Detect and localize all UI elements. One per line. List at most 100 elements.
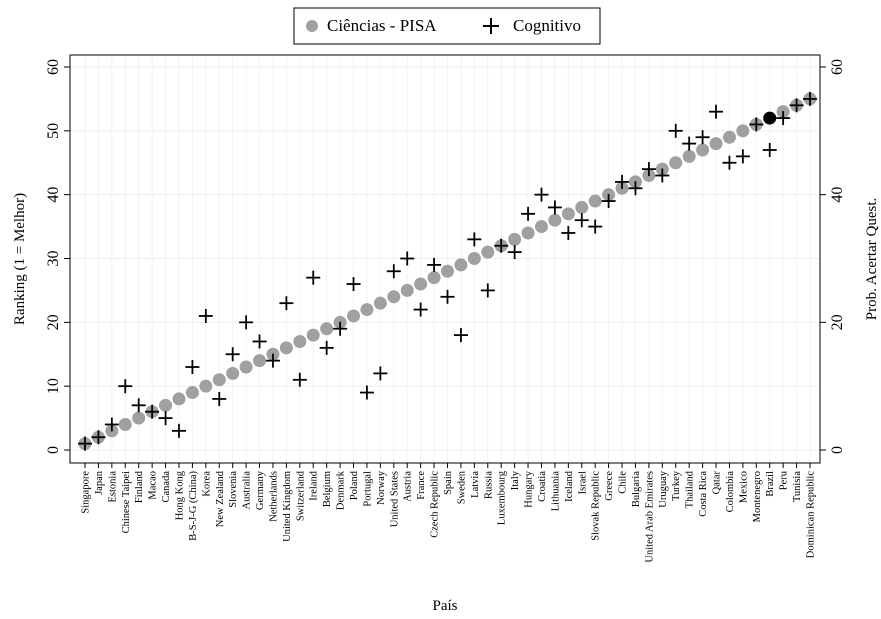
point-cognitivo bbox=[776, 111, 791, 126]
x-tick-label: Denmark bbox=[336, 470, 347, 510]
point-cognitivo bbox=[198, 308, 213, 323]
x-tick-label: Netherlands bbox=[268, 471, 279, 522]
point-ciencias bbox=[226, 366, 240, 380]
legend-marker-circle bbox=[306, 20, 318, 32]
point-ciencias bbox=[414, 277, 428, 291]
y-tick-label-left: 30 bbox=[45, 251, 62, 267]
point-ciencias bbox=[132, 411, 146, 425]
x-tick-label: Lithuania bbox=[550, 471, 561, 512]
x-tick-label: Poland bbox=[349, 470, 360, 500]
legend-box bbox=[293, 7, 601, 45]
x-tick-label: Portugal bbox=[362, 471, 373, 507]
point-cognitivo bbox=[480, 283, 495, 298]
legend-label-series-1: Ciências - PISA bbox=[327, 16, 437, 35]
point-ciencias bbox=[320, 322, 334, 336]
point-ciencias bbox=[441, 264, 454, 278]
point-ciencias bbox=[212, 373, 226, 387]
point-cognitivo bbox=[507, 245, 522, 260]
point-ciencias bbox=[360, 303, 374, 317]
chart-marks bbox=[78, 91, 817, 451]
point-ciencias bbox=[508, 232, 522, 246]
point-cognitivo bbox=[359, 385, 374, 400]
point-cognitivo bbox=[185, 360, 200, 375]
point-ciencias bbox=[736, 124, 750, 138]
x-axis-title: País bbox=[432, 598, 457, 614]
point-cognitivo bbox=[319, 340, 334, 355]
x-tick-label: Hungary bbox=[524, 470, 535, 507]
y-tick-label-right: 40 bbox=[829, 187, 846, 203]
point-cognitivo bbox=[588, 219, 603, 234]
point-cognitivo bbox=[789, 98, 804, 113]
x-tick-label: Thailand bbox=[685, 470, 696, 508]
point-cognitivo bbox=[628, 181, 643, 196]
point-cognitivo bbox=[641, 162, 656, 177]
point-ciencias bbox=[172, 392, 186, 406]
y-axis-right: 0 20 40 60 bbox=[820, 59, 846, 454]
x-tick-label: Italy bbox=[510, 470, 521, 490]
x-tick-label: Belgium bbox=[322, 471, 333, 507]
point-cognitivo bbox=[265, 353, 280, 368]
point-cognitivo bbox=[574, 213, 589, 228]
x-tick-label: Qatar bbox=[712, 471, 723, 495]
grid bbox=[70, 55, 820, 463]
x-tick-label: Uruguay bbox=[658, 470, 669, 507]
x-tick-label: Finland bbox=[134, 470, 145, 503]
point-cognitivo bbox=[292, 372, 307, 387]
point-cognitivo bbox=[279, 296, 294, 311]
x-tick-label: Israel bbox=[577, 471, 588, 494]
point-ciencias bbox=[709, 137, 723, 151]
x-tick-label: Switzerland bbox=[295, 470, 306, 521]
point-cognitivo bbox=[386, 264, 401, 279]
point-cognitivo bbox=[762, 142, 777, 157]
point-ciencias bbox=[521, 226, 535, 240]
x-tick-label: Hong Kong bbox=[174, 470, 185, 520]
y-tick-label-left: 50 bbox=[45, 123, 62, 139]
x-tick-label: Norway bbox=[376, 470, 387, 505]
x-tick-label: United Kingdom bbox=[282, 471, 293, 542]
x-tick-label: B-S-J-G (China) bbox=[188, 470, 199, 540]
point-cognitivo bbox=[91, 430, 106, 445]
x-tick-label: Sweden bbox=[456, 470, 467, 504]
x-tick-label: Macao bbox=[148, 471, 159, 500]
x-tick-label: Russia bbox=[483, 471, 494, 499]
point-cognitivo bbox=[118, 379, 133, 394]
point-cognitivo bbox=[494, 238, 509, 253]
point-cognitivo bbox=[78, 436, 92, 451]
point-ciencias bbox=[696, 143, 710, 157]
x-tick-label: Japan bbox=[94, 470, 105, 495]
point-ciencias bbox=[185, 386, 199, 400]
x-tick-label: Chinese Taipei bbox=[121, 471, 132, 533]
legend-marker-plus bbox=[483, 18, 499, 34]
x-tick-label: Tunisia bbox=[792, 471, 803, 502]
point-cognitivo bbox=[561, 225, 576, 240]
point-cognitivo bbox=[400, 251, 415, 266]
x-tick-label: Croatia bbox=[537, 471, 548, 502]
point-cognitivo bbox=[709, 104, 724, 119]
x-tick-label: Montenegro bbox=[752, 471, 763, 522]
x-tick-label: Estonia bbox=[107, 471, 118, 503]
point-cognitivo bbox=[427, 257, 442, 272]
x-tick-label: Germany bbox=[255, 470, 266, 510]
x-tick-label: Slovak Republic bbox=[591, 471, 602, 541]
y-tick-label-left: 10 bbox=[45, 378, 62, 394]
x-tick-label: Luxembourg bbox=[497, 470, 508, 525]
x-tick-label: Slovenia bbox=[228, 471, 239, 508]
point-cognitivo bbox=[225, 347, 240, 362]
point-ciencias bbox=[159, 398, 173, 412]
point-ciencias bbox=[575, 200, 589, 214]
point-cognitivo bbox=[212, 391, 227, 406]
point-ciencias bbox=[763, 111, 777, 125]
point-ciencias bbox=[427, 271, 441, 285]
point-cognitivo bbox=[373, 366, 388, 381]
point-cognitivo bbox=[615, 174, 630, 189]
x-tick-label: Spain bbox=[443, 470, 454, 495]
x-tick-label: Mexico bbox=[738, 471, 749, 503]
point-cognitivo bbox=[145, 404, 160, 419]
point-cognitivo bbox=[239, 315, 254, 330]
point-ciencias bbox=[454, 258, 468, 272]
point-cognitivo bbox=[306, 270, 321, 285]
point-ciencias bbox=[306, 328, 320, 342]
x-tick-label: Singapore bbox=[81, 471, 92, 514]
point-cognitivo bbox=[803, 91, 817, 106]
y-tick-label-right: 20 bbox=[829, 314, 846, 330]
